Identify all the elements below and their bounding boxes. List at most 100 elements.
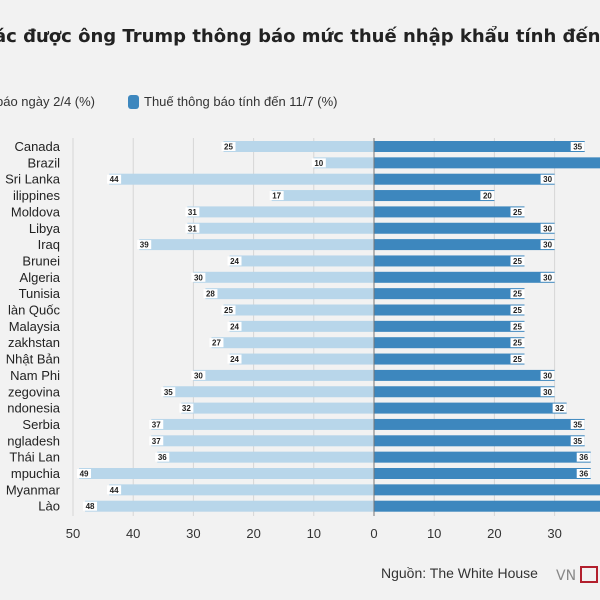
bar-11-7 (374, 173, 555, 185)
bar-label-11-7: 25 (513, 322, 522, 331)
vnexpress-logo: VN (556, 566, 600, 586)
bar-2-4 (151, 418, 374, 430)
legend-item-2-4: báo ngày 2/4 (%) (0, 94, 95, 109)
bar-label-2-4: 24 (230, 322, 239, 331)
bar-label-bg-11-7 (552, 403, 567, 413)
bar-2-4 (109, 173, 375, 185)
bar-label-bg-11-7 (570, 436, 585, 446)
bar-2-4 (181, 402, 374, 414)
bar-label-11-7: 35 (573, 143, 582, 152)
bar-11-7 (374, 435, 585, 447)
bar-11-7 (374, 271, 555, 283)
bar-label-2-4: 17 (272, 192, 281, 201)
bar-label-11-7: 25 (513, 355, 522, 364)
bar-label-2-4: 39 (140, 241, 149, 250)
bar-11-7 (374, 141, 585, 152)
logo-mark (580, 566, 599, 583)
bar-label-bg-2-4 (191, 272, 206, 282)
x-tick-label: 20 (487, 526, 501, 541)
bar-label-11-7: 25 (513, 339, 522, 348)
category-label: Libya (29, 221, 61, 236)
bar-label-bg-11-7 (510, 338, 525, 348)
bar-2-4 (139, 239, 374, 251)
bar-label-11-7: 25 (513, 257, 522, 266)
bar-label-bg-2-4 (209, 338, 224, 348)
bar-11-7 (374, 418, 585, 430)
bar-label-11-7: 25 (513, 290, 522, 299)
bar-label-bg-11-7 (510, 289, 525, 299)
bar-11-7 (374, 451, 591, 463)
bar-11-7 (374, 288, 525, 300)
category-label: Malaysia (9, 319, 61, 334)
bar-label-bg-2-4 (155, 452, 170, 462)
bar-label-2-4: 44 (110, 486, 119, 495)
bar-11-7 (374, 304, 525, 316)
bar-label-bg-2-4 (221, 142, 236, 151)
bar-11-7 (374, 206, 525, 218)
category-label: Brazil (27, 155, 60, 170)
bar-2-4 (151, 435, 374, 447)
bar-label-bg-11-7 (576, 469, 591, 478)
bar-label-2-4: 24 (230, 355, 239, 364)
bar-label-11-7: 25 (513, 306, 522, 315)
category-label: Sri Lanka (5, 172, 61, 187)
bar-label-11-7: 20 (483, 192, 492, 201)
bar-label-11-7: 32 (555, 404, 564, 413)
category-label: Serbia (22, 417, 60, 432)
bar-label-2-4: 25 (224, 306, 233, 315)
bar-2-4 (229, 255, 374, 267)
bar-2-4 (211, 337, 374, 349)
bar-label-bg-11-7 (540, 240, 555, 250)
category-label: Iraq (38, 237, 60, 252)
category-label: làn Quốc (8, 303, 61, 318)
legend-label-2-4: báo ngày 2/4 (%) (0, 94, 96, 109)
bar-label-bg-11-7 (540, 223, 555, 233)
bar-label-bg-2-4 (179, 403, 194, 413)
bar-label-bg-11-7 (510, 321, 525, 331)
bar-label-bg-2-4 (191, 370, 206, 380)
bar-label-bg-11-7 (510, 207, 525, 217)
bar-label-bg-11-7 (570, 142, 585, 151)
bar-label-bg-2-4 (227, 321, 242, 331)
bar-label-bg-11-7 (540, 387, 555, 397)
bar-2-4 (229, 353, 374, 365)
bar-label-bg-11-7 (510, 256, 525, 266)
bar-2-4 (223, 304, 374, 316)
bar-2-4 (193, 369, 374, 381)
category-label: zakhstan (8, 335, 60, 350)
chart-title: ác được ông Trump thông báo mức thuế nhậ… (0, 26, 600, 47)
bar-label-2-4: 31 (188, 224, 197, 233)
bar-label-11-7: 35 (573, 420, 582, 429)
bar-2-4 (229, 320, 374, 332)
bar-label-bg-2-4 (107, 485, 122, 495)
category-label: ilippines (13, 188, 60, 203)
bar-label-bg-2-4 (83, 501, 98, 511)
bar-label-11-7: 36 (579, 470, 588, 479)
bar-11-7 (374, 320, 525, 332)
category-label: Algeria (20, 270, 61, 285)
bar-label-bg-2-4 (107, 174, 122, 184)
bar-2-4 (193, 271, 374, 283)
bar-11-7 (374, 239, 555, 251)
x-tick-label: 20 (246, 526, 260, 541)
bar-2-4 (223, 141, 374, 152)
bar-label-bg-2-4 (221, 305, 236, 315)
bar-11-7 (374, 369, 555, 381)
bar-11-7 (374, 222, 555, 234)
bar-label-11-7: 35 (573, 437, 582, 446)
chart-legend: báo ngày 2/4 (%) Thuế thông báo tính đến… (0, 92, 600, 114)
bar-label-bg-11-7 (576, 452, 591, 462)
bar-label-2-4: 37 (152, 437, 161, 446)
category-label: mpuchia (11, 466, 61, 481)
bar-label-bg-11-7 (540, 370, 555, 380)
bar-label-2-4: 25 (224, 143, 233, 152)
bar-label-bg-11-7 (540, 272, 555, 282)
bar-11-7 (374, 386, 555, 398)
category-label: Nhật Bản (6, 352, 60, 367)
bar-label-bg-2-4 (149, 419, 164, 429)
bar-2-4 (205, 288, 374, 300)
bar-label-11-7: 30 (543, 224, 552, 233)
bar-2-4 (187, 222, 374, 234)
bar-2-4 (109, 484, 375, 496)
bar-label-2-4: 28 (206, 290, 215, 299)
